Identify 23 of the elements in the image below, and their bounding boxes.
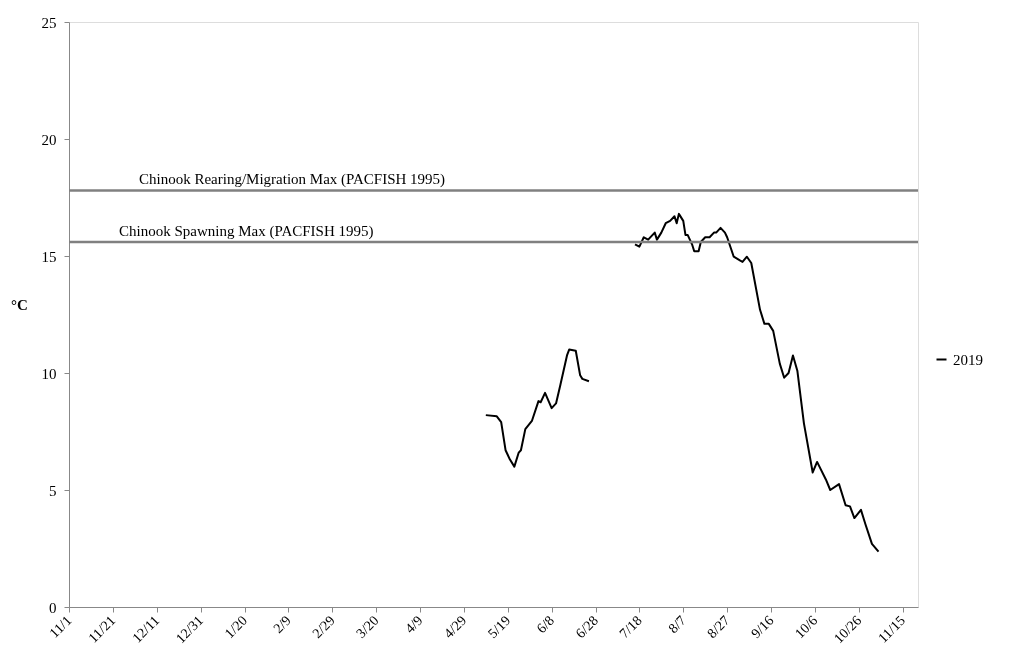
legend-label: 2019 — [953, 351, 983, 368]
x-tick-label: 2/29 — [309, 612, 338, 642]
x-tick-label: 10/6 — [792, 612, 821, 642]
x-tick-label: 8/27 — [704, 612, 733, 642]
x-tick-label: 8/7 — [665, 612, 689, 637]
y-tick-label: 15 — [41, 248, 57, 265]
y-tick-label: 20 — [41, 131, 57, 148]
ref-line-label: Chinook Spawning Max (PACFISH 1995) — [119, 222, 374, 240]
x-tick-label: 9/16 — [748, 612, 777, 642]
x-tick-label: 6/28 — [572, 612, 601, 642]
ref-line-label: Chinook Rearing/Migration Max (PACFISH 1995) — [139, 171, 446, 189]
y-axis-title: °C — [11, 296, 28, 313]
x-tick-label: 4/9 — [402, 612, 426, 637]
x-tick-label: 1/20 — [221, 612, 250, 642]
x-tick-label: 6/8 — [533, 612, 558, 637]
x-tick-label: 7/18 — [616, 612, 645, 642]
y-tick-label: 25 — [41, 14, 57, 31]
x-tick-label: 5/19 — [485, 612, 514, 642]
x-tick-label: 2/9 — [270, 612, 294, 637]
x-tick-label: 4/29 — [441, 612, 470, 642]
y-tick-label: 5 — [49, 482, 57, 499]
y-tick-label: 10 — [41, 365, 57, 382]
x-tick-label: 3/20 — [353, 612, 382, 642]
